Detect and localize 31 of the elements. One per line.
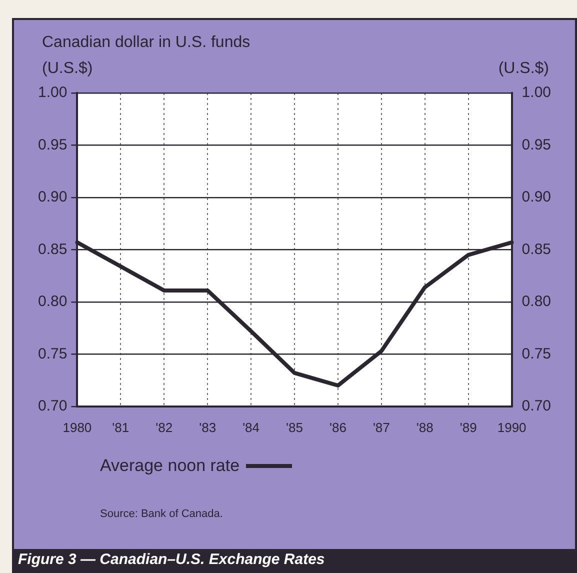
y-tick-label: 0.85 [38, 240, 68, 258]
x-tick-label: '85 [286, 420, 303, 435]
x-tick-label: '84 [242, 420, 260, 435]
x-tick-label: '81 [112, 420, 130, 435]
source-note: Source: Bank of Canada. [100, 508, 223, 520]
text: Figure 3 — Canadian–U.S. Exchange Rates [14, 549, 575, 571]
y-tick-label: 0.95 [38, 136, 68, 154]
y2-tick-label: 0.85 [522, 240, 552, 258]
y2-tick-label: 0.95 [522, 136, 552, 154]
y-tick-label: 0.80 [38, 293, 68, 310]
y-axis-title: (U.S.$) [42, 60, 93, 78]
legend-label: Average noon rate [100, 456, 240, 476]
y2-tick-label: 0.70 [522, 398, 552, 415]
y2-tick-label: 0.75 [522, 345, 552, 362]
x-tick-label: '86 [329, 420, 346, 435]
x-tick-label: '88 [416, 420, 434, 435]
x-tick-label: '89 [460, 420, 477, 435]
chart-subtitle: Canadian dollar in U.S. funds [42, 34, 250, 52]
y2-tick-label: 0.80 [522, 293, 552, 310]
x-tick-label: '82 [156, 420, 173, 435]
y-tick-label: 0.70 [38, 398, 68, 415]
y-tick-label: 0.75 [38, 345, 68, 362]
y-tick-label: 1.00 [38, 84, 68, 102]
x-tick-label: 1990 [497, 420, 526, 435]
x-tick-label: 1980 [62, 420, 92, 435]
y-tick-label: 0.90 [38, 188, 68, 206]
x-tick-label: '87 [372, 420, 390, 435]
x-tick-label: '83 [199, 420, 216, 435]
y2-tick-label: 0.90 [522, 188, 552, 206]
y2-tick-label: 1.00 [522, 84, 552, 102]
y2-axis-title: (U.S.$) [498, 60, 549, 78]
